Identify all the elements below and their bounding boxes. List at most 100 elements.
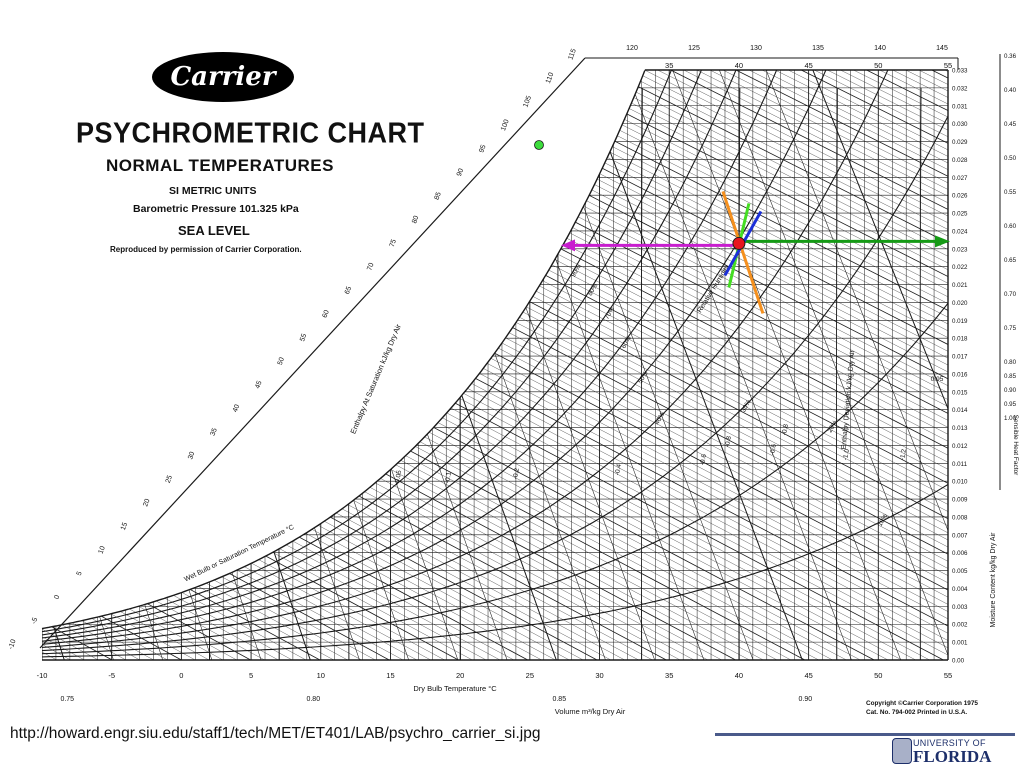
x-tick-label: 30: [595, 671, 603, 680]
rh-curve: [42, 70, 747, 639]
rh-curve: [42, 70, 712, 636]
volume-line: [672, 70, 901, 660]
volume-line: [765, 70, 948, 660]
moisture-tick-label: 0.032: [952, 85, 968, 92]
footer-bar: [715, 733, 1015, 736]
enthalpy-tick-label: 80: [411, 215, 420, 225]
moisture-axis-label: Moisture Content kg/kg Dry Air: [990, 532, 997, 628]
permission-line: Reproduced by permission of Carrier Corp…: [110, 245, 302, 254]
enthalpy-tick-label: 115: [567, 48, 577, 61]
moisture-tick-label: 0.001: [952, 640, 968, 647]
x-axis-label: Dry Bulb Temperature °C: [413, 684, 497, 693]
shf-tick-label: 0.80: [1004, 359, 1017, 366]
shf-tick-label: 1.00: [1004, 415, 1017, 422]
shf-tick-label: 0.75: [1004, 325, 1017, 332]
enthalpy-tick-label: 135: [812, 45, 824, 52]
enthalpy-tick-label: -10: [8, 638, 18, 650]
deviation-curve: [738, 87, 741, 660]
moisture-tick-label: 0.025: [952, 211, 968, 218]
enthalpy-line: [42, 70, 501, 660]
x-tick-label: 10: [317, 671, 325, 680]
deviation-curve: [836, 87, 838, 660]
shf-side-label: 0.95: [931, 376, 944, 383]
enthalpy-tick-label: 5: [76, 571, 84, 577]
enthalpy-tick-label: 35: [210, 427, 219, 437]
x-tick-label: -10: [37, 671, 48, 680]
rh-curve: [42, 70, 838, 645]
enthalpy-line: [618, 70, 948, 660]
wet-bulb-axis-label: Wet Bulb or Saturation Temperature °C: [183, 523, 295, 583]
moisture-tick-label: 0.020: [952, 300, 968, 307]
enthalpy-line: [722, 70, 948, 660]
pressure-line: Barometric Pressure 101.325 kPa: [133, 203, 299, 215]
enthalpy-line: [487, 70, 948, 660]
moisture-tick-label: 0.021: [952, 282, 968, 289]
moisture-tick-label: 0.002: [952, 622, 968, 629]
deviation-label: -0.8: [781, 423, 790, 436]
x-tick-label: 15: [386, 671, 394, 680]
enthalpy-line: [513, 70, 948, 660]
x-tick-label: 35: [665, 671, 673, 680]
x-tick-label: -5: [108, 671, 115, 680]
volume-tick-label: 0.90: [798, 696, 812, 703]
volume-line: [578, 70, 803, 660]
x-tick-label: 40: [735, 671, 743, 680]
enthalpy-line: [42, 70, 44, 660]
deviation-label: -0.4: [614, 463, 623, 476]
enthalpy-tick-label: 130: [750, 45, 762, 52]
moisture-tick-label: 0.011: [952, 461, 968, 468]
chart-frame: [39, 54, 1001, 661]
deviation-curve: [919, 87, 922, 660]
enthalpy-tick-label: 100: [500, 119, 511, 132]
moisture-tick-label: 0.018: [952, 336, 968, 343]
rh-label: 40%: [654, 411, 667, 426]
volume-line: [42, 70, 114, 660]
enthalpy-point-marker: [534, 140, 544, 150]
enthalpy-tick-label: 90: [456, 168, 465, 178]
moisture-tick-label: 0.004: [952, 586, 968, 593]
moisture-tick-label: 0.024: [952, 228, 968, 235]
moisture-tick-label: 0.022: [952, 264, 968, 271]
copyright-line: Copyright ©Carrier Corporation 1975: [866, 700, 978, 707]
moisture-tick-label: 0.027: [952, 175, 968, 182]
deviation-label: -1.0: [842, 448, 851, 461]
moisture-tick-label: 0.023: [952, 246, 968, 253]
top-tick-label: 50: [874, 61, 882, 70]
enthalpy-line: [592, 70, 948, 660]
enthalpy-line: [409, 70, 948, 660]
deviation-label: -0.2: [512, 467, 521, 480]
shf-tick-label: 0.40: [1004, 87, 1017, 94]
right-arrow-head: [935, 235, 950, 248]
moisture-tick-label: 0.005: [952, 568, 968, 575]
moisture-tick-label: 0.00: [952, 658, 965, 665]
enthalpy-tick-label: 40: [232, 404, 241, 414]
enthalpy-line: [42, 70, 445, 660]
enthalpy-line: [42, 70, 113, 660]
enthalpy-line: [42, 70, 681, 660]
deviation-label: -1.2: [899, 448, 908, 461]
enthalpy-line: [709, 70, 948, 660]
moisture-tick-label: 0.007: [952, 532, 968, 539]
x-tick-label: 25: [526, 671, 534, 680]
uf-label-small: UNIVERSITY OF: [913, 738, 986, 748]
shf-tick-label: 0.60: [1004, 223, 1017, 230]
carrier-logo: Carrier: [152, 52, 294, 102]
enthalpy-tick-label: 125: [688, 45, 700, 52]
enthalpy-line: [42, 70, 71, 660]
enthalpy-tick-label: 20: [142, 498, 151, 508]
enthalpy-tick-label: 120: [626, 45, 638, 52]
enthalpy-line: [553, 70, 948, 660]
enthalpy-line: [42, 70, 487, 660]
enthalpy-line: [526, 70, 948, 660]
university-seal-icon: [892, 738, 912, 764]
shf-tick-label: 0.36: [1004, 53, 1017, 60]
rh-curve: [42, 70, 789, 642]
units-line: SI METRIC UNITS: [169, 185, 257, 197]
enthalpy-tick-label: 10: [98, 545, 107, 555]
deviation-label: -0.1: [444, 471, 453, 484]
catalog-line: Cat. No. 794-002 Printed in U.S.A.: [866, 709, 968, 716]
enthalpy-axis-label: Enthalpy At Saturation kJ/kg Dry Air: [348, 322, 403, 435]
x-tick-label: 45: [804, 671, 812, 680]
sea-level-line: SEA LEVEL: [178, 223, 250, 238]
